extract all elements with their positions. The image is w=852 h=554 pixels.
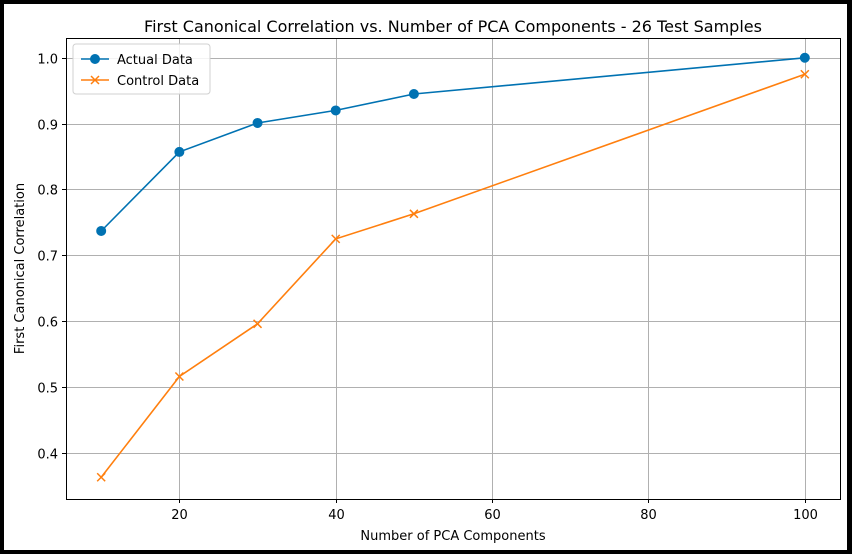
plot-frame	[66, 38, 841, 500]
series-line	[100, 57, 805, 232]
y-axis-label: First Canonical Correlation	[13, 183, 28, 354]
x-tick-label: 80	[640, 508, 657, 523]
legend-item: Actual Data	[81, 53, 193, 68]
y-tick-label: 1.0	[37, 53, 58, 68]
line-chart: 20 40 60 80 100 0.4 0.5 0.6 0.7 0.8 0.9 1.0 First C…	[13, 17, 841, 544]
data-point	[408, 88, 419, 99]
data-point	[96, 225, 107, 236]
x-axis-label: Number of PCA Components	[360, 529, 545, 544]
data-point	[253, 319, 263, 329]
legend-item: Control Data	[81, 74, 199, 89]
y-tick-label: 0.9	[37, 119, 58, 134]
y-tick-label: 0.8	[37, 184, 58, 199]
data-point	[96, 472, 106, 482]
data-point	[252, 117, 263, 128]
plot-area	[66, 38, 840, 499]
x-tick-label: 40	[328, 508, 345, 523]
figure-canvas: 20 40 60 80 100 0.4 0.5 0.6 0.7 0.8 0.9 1.0 First C…	[4, 4, 847, 550]
x-tick-label: 60	[484, 508, 501, 523]
data-point	[330, 105, 341, 116]
data-point	[800, 69, 810, 79]
legend-marker	[90, 54, 100, 64]
axis-ticks: 20 40 60 80 100 0.4 0.5 0.6 0.7 0.8 0.9 1.0	[37, 53, 818, 524]
series-control-data	[96, 69, 810, 482]
data-point	[174, 146, 185, 157]
series-actual-data	[96, 52, 810, 236]
y-tick-label: 0.6	[37, 316, 58, 331]
y-tick-label: 0.5	[37, 382, 58, 397]
legend: Actual Data Control Data	[72, 43, 211, 95]
data-point	[799, 52, 810, 63]
data-point	[409, 209, 419, 219]
chart-title: First Canonical Correlation vs. Number o…	[144, 17, 762, 36]
legend-marker	[90, 75, 100, 85]
legend-box	[72, 43, 211, 95]
data-point	[331, 234, 341, 244]
series-line	[100, 73, 806, 478]
legend-label: Control Data	[117, 74, 199, 89]
y-tick-label: 0.4	[37, 448, 58, 463]
y-tick-label: 0.7	[37, 250, 58, 265]
data-point	[174, 371, 184, 382]
legend-label: Actual Data	[117, 53, 193, 68]
x-tick-label: 20	[171, 508, 188, 523]
x-tick-label: 100	[793, 508, 818, 523]
series-layer	[96, 52, 810, 482]
